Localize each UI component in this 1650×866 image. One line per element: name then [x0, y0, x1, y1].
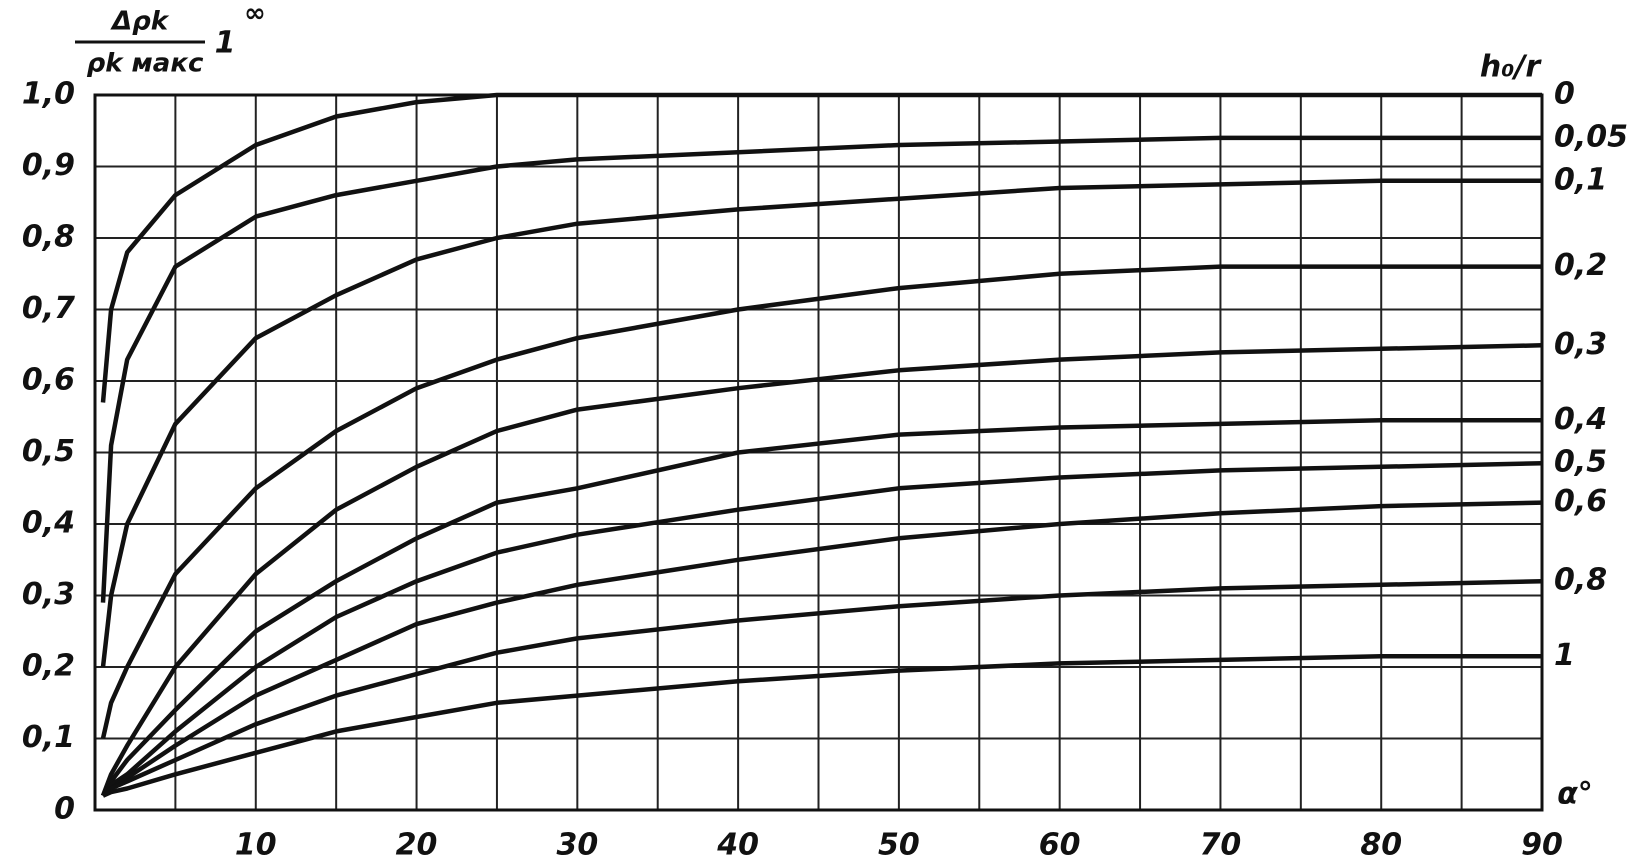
x-tick-label: 70: [1200, 828, 1242, 863]
series-line: [100, 92, 1542, 403]
series-label: 0,05: [1554, 119, 1628, 154]
y-tick-label: 0,7: [22, 291, 75, 326]
y-tick-label: 0,5: [22, 434, 75, 469]
y-tick-label: 0,6: [22, 363, 75, 398]
series-label: 0,4: [1554, 402, 1607, 437]
y-tick-label: 0,9: [22, 148, 75, 183]
series-line: [101, 460, 1543, 798]
series-line: [102, 654, 1542, 798]
y-tick-label: 1,0: [22, 77, 75, 112]
y-tick-label: 0,1: [22, 720, 75, 755]
series-label: 0,6: [1554, 484, 1607, 519]
series-line: [100, 264, 1542, 739]
x-tick-label: 20: [396, 828, 438, 863]
series-label: 1: [1554, 638, 1575, 673]
y-label-factor-power: ∞: [244, 0, 266, 29]
x-tick-label: 10: [235, 828, 277, 863]
series-line: [100, 343, 1543, 797]
y-tick-label: 0,8: [22, 220, 75, 255]
series-label: 0,8: [1554, 563, 1607, 598]
x-label: α°: [1557, 777, 1593, 812]
series-line: [101, 500, 1543, 798]
x-tick-label: 90: [1521, 828, 1563, 863]
series-label: 0,3: [1554, 327, 1607, 362]
series-line: [100, 178, 1542, 668]
x-tick-label: 50: [878, 828, 920, 863]
x-tick-label: 60: [1039, 828, 1081, 863]
series-label: 0,2: [1554, 248, 1607, 283]
y-label-numerator: Δρk: [110, 7, 170, 37]
y-tick-label: 0,4: [22, 506, 75, 541]
series-label: 0,1: [1554, 162, 1607, 197]
series-line: [100, 135, 1542, 603]
y-tick-label: 0,2: [22, 649, 75, 684]
series-label: 0,5: [1554, 445, 1607, 480]
legend-title: h₀/r: [1480, 50, 1542, 85]
y-tick-label: 0: [54, 792, 75, 827]
series-line: [101, 418, 1542, 797]
x-tick-label: 30: [556, 828, 598, 863]
y-tick-label: 0,3: [22, 577, 75, 612]
x-tick-label: 40: [716, 828, 759, 863]
y-label-denominator: ρk макс: [87, 49, 204, 79]
y-label-factor: 1: [215, 26, 236, 61]
series-label: 0: [1554, 77, 1575, 112]
x-tick-label: 80: [1360, 828, 1402, 863]
series-line: [101, 578, 1543, 798]
